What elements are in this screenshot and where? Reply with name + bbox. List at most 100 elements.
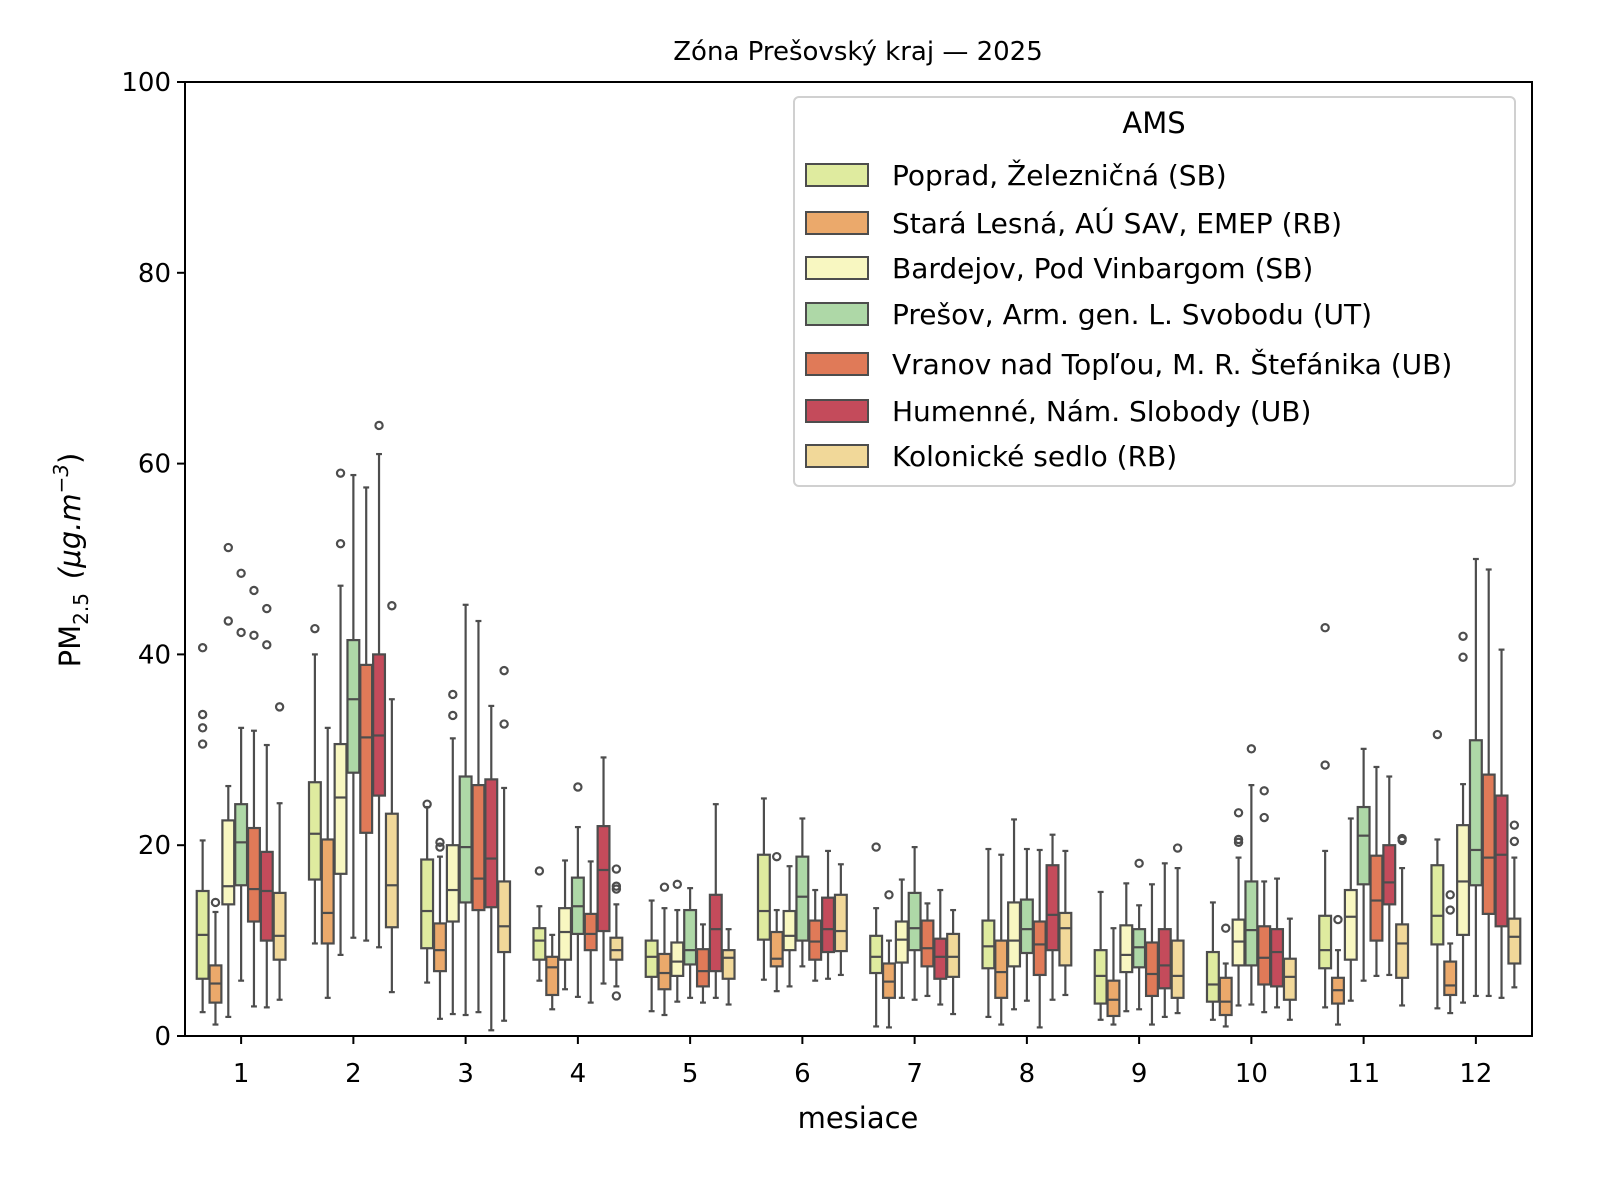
box bbox=[1382, 844, 1397, 906]
outlier-point bbox=[1172, 843, 1183, 853]
box bbox=[1443, 960, 1458, 997]
legend-item: Humenné, Nám. Slobody (UB) bbox=[805, 395, 1311, 428]
outlier-point bbox=[1445, 905, 1455, 915]
box bbox=[1170, 939, 1185, 999]
legend-label: Poprad, Železničná (SB) bbox=[892, 158, 1227, 192]
box bbox=[583, 912, 598, 952]
outlier-point bbox=[197, 709, 208, 720]
y-tick-label: 100 bbox=[121, 68, 171, 98]
box bbox=[946, 932, 961, 978]
box bbox=[657, 952, 672, 991]
x-tick-label: 8 bbox=[1019, 1059, 1036, 1089]
box bbox=[869, 934, 884, 975]
box bbox=[644, 939, 659, 978]
outlier-point bbox=[884, 890, 894, 900]
box bbox=[1058, 911, 1073, 967]
legend-swatch bbox=[805, 211, 869, 235]
box bbox=[1144, 941, 1159, 998]
y-tick-label: 60 bbox=[138, 450, 171, 480]
box bbox=[1157, 928, 1172, 990]
box bbox=[609, 936, 624, 961]
x-tick-label: 1 bbox=[233, 1059, 250, 1089]
outlier-point bbox=[422, 799, 432, 809]
series-4 bbox=[246, 486, 1496, 1029]
y-label-main: PM bbox=[53, 625, 87, 668]
outlier-point bbox=[611, 991, 622, 1001]
box bbox=[994, 939, 1009, 999]
box bbox=[372, 653, 387, 797]
x-tick-label: 11 bbox=[1347, 1059, 1380, 1089]
y-label-exp: −3 bbox=[49, 464, 73, 493]
box bbox=[420, 858, 435, 950]
series-1 bbox=[208, 726, 1458, 1029]
outlier-point bbox=[197, 643, 208, 653]
box bbox=[1106, 979, 1121, 1018]
outlier-point bbox=[1233, 834, 1244, 845]
series-5 bbox=[259, 420, 1509, 1032]
outlier-point bbox=[573, 782, 583, 792]
legend-label: Vranov nad Topľou, M. R. Štefánika (UB) bbox=[892, 347, 1452, 381]
box bbox=[808, 919, 823, 961]
series-2 bbox=[221, 468, 1471, 1019]
y-axis-label: PM2.5 (μg.m−3) bbox=[49, 453, 93, 668]
outlier-point bbox=[659, 882, 670, 892]
outlier-point bbox=[1320, 622, 1330, 633]
outlier-point bbox=[772, 851, 782, 862]
box bbox=[1343, 888, 1358, 961]
y-tick-label: 20 bbox=[138, 831, 171, 861]
outlier-point bbox=[1259, 812, 1269, 823]
box bbox=[471, 783, 486, 912]
outlier-point bbox=[611, 864, 622, 874]
legend-swatch bbox=[805, 163, 869, 187]
outlier-point bbox=[1259, 786, 1269, 796]
box bbox=[272, 891, 287, 961]
box bbox=[1318, 914, 1333, 970]
x-tick-label: 10 bbox=[1235, 1059, 1268, 1089]
box bbox=[1205, 950, 1220, 1003]
legend-label: Humenné, Nám. Slobody (UB) bbox=[892, 395, 1311, 428]
outlier-point bbox=[1333, 914, 1343, 925]
outlier-point bbox=[249, 630, 259, 641]
outlier-point bbox=[1458, 652, 1468, 662]
outlier-point bbox=[1509, 820, 1520, 830]
box bbox=[1282, 957, 1297, 1001]
box bbox=[1045, 864, 1060, 952]
outlier-point bbox=[249, 585, 259, 596]
box bbox=[497, 880, 512, 954]
outlier-point bbox=[1221, 923, 1231, 933]
x-tick-label: 5 bbox=[682, 1059, 699, 1089]
outlier-point bbox=[387, 601, 397, 611]
box bbox=[1369, 854, 1384, 942]
outlier-point bbox=[435, 837, 445, 848]
x-tick-label: 12 bbox=[1459, 1059, 1492, 1089]
outlier-point bbox=[223, 616, 233, 626]
box bbox=[795, 855, 810, 942]
box bbox=[1218, 976, 1233, 1017]
box bbox=[384, 812, 399, 929]
y-tick-label: 40 bbox=[138, 640, 171, 670]
box bbox=[1395, 923, 1410, 979]
legend-swatch bbox=[805, 444, 869, 468]
outlier-point bbox=[448, 689, 458, 700]
legend-item: Kolonické sedlo (RB) bbox=[805, 440, 1177, 473]
legend-label: Kolonické sedlo (RB) bbox=[892, 440, 1177, 473]
outlier-point bbox=[871, 842, 881, 852]
box bbox=[432, 922, 447, 973]
x-tick-label: 6 bbox=[794, 1059, 811, 1089]
outlier-point bbox=[448, 710, 458, 721]
outlier-point bbox=[499, 665, 509, 676]
legend-swatch bbox=[805, 352, 869, 376]
box bbox=[1244, 880, 1259, 967]
box bbox=[670, 941, 685, 977]
box bbox=[346, 638, 361, 774]
series-3 bbox=[234, 473, 1483, 1017]
outlier-point bbox=[274, 702, 285, 712]
legend-title: AMS bbox=[1122, 106, 1185, 140]
box bbox=[359, 663, 374, 834]
legend-item: Poprad, Železničná (SB) bbox=[805, 158, 1227, 192]
outlier-point bbox=[374, 420, 384, 431]
outlier-point bbox=[534, 866, 545, 876]
box bbox=[1468, 739, 1483, 887]
y-label-close: ) bbox=[53, 453, 87, 464]
